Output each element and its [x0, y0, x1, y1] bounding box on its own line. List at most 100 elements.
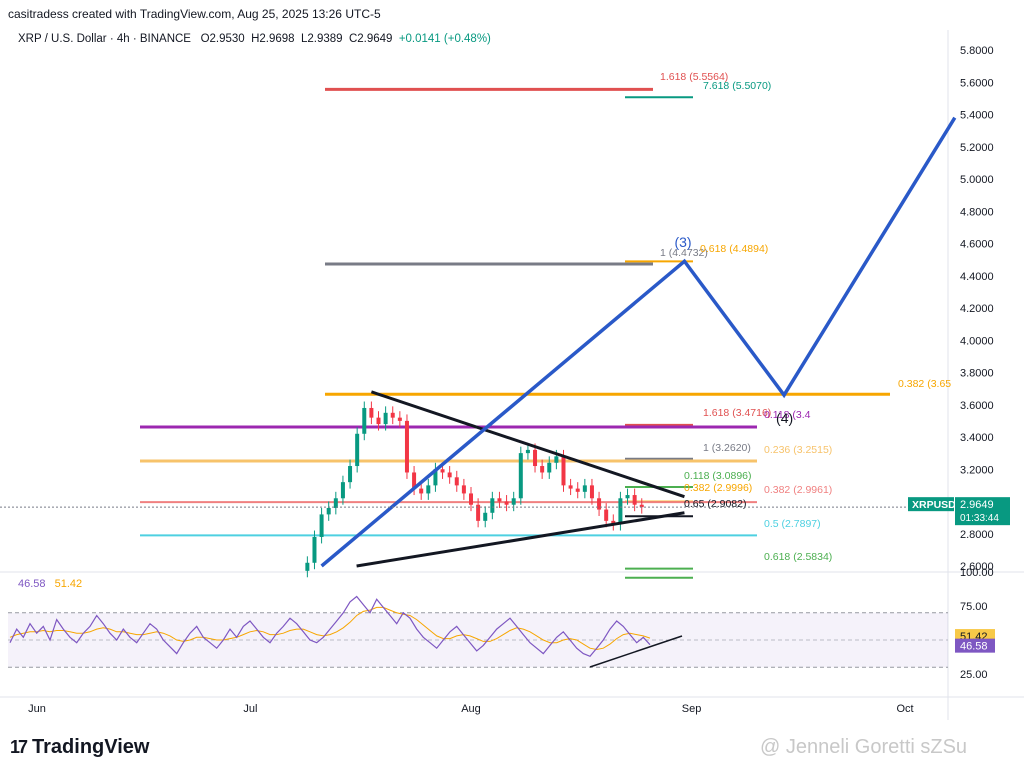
- watermark: @ Jenneli Goretti sZSu: [760, 736, 968, 758]
- tradingview-logo-icon: 17: [10, 737, 28, 757]
- tradingview-brand[interactable]: 17 TradingView: [10, 736, 149, 759]
- symbol-tag-label: XRPUSD: [912, 499, 956, 511]
- wave-label-3: (3): [674, 234, 691, 250]
- candle-body: [540, 466, 545, 473]
- price-tick-label: 5.2000: [960, 142, 994, 154]
- time-tick-label: Oct: [896, 703, 913, 715]
- fib-level-label: 0.618 (2.5834): [764, 551, 832, 563]
- price-tick-label: 2.8000: [960, 529, 994, 541]
- open-value: O2.9530: [200, 33, 245, 45]
- candle-body: [369, 407, 374, 418]
- rsi-line: [9, 595, 651, 658]
- candle-body: [533, 449, 538, 467]
- candle-body: [426, 485, 431, 494]
- candle-body: [440, 469, 445, 473]
- triangle-upper-line: [370, 390, 685, 499]
- candle-body: [397, 417, 402, 421]
- candle-body: [618, 498, 623, 525]
- candle-body: [404, 420, 409, 473]
- price-tick-label: 5.0000: [960, 174, 994, 186]
- candle-body: [454, 477, 459, 486]
- candle-body: [326, 507, 331, 515]
- price-tag-bg: [955, 497, 1010, 526]
- candle-body: [447, 472, 452, 478]
- fib-level-label: 1 (4.4732): [660, 247, 708, 259]
- rsi-tag-bg: [955, 638, 995, 653]
- low-value: L2.9389: [300, 33, 343, 45]
- candle-body: [312, 536, 317, 563]
- chart-credit: casitradess created with TradingView.com…: [8, 7, 381, 21]
- rsi-legend[interactable]: 46.58 51.42: [18, 578, 82, 590]
- symbol-name[interactable]: XRP / U.S. Dollar · 4h · BINANCE: [18, 33, 191, 45]
- price-tick-label: 4.4000: [960, 271, 994, 283]
- time-tick-label: Aug: [461, 703, 481, 715]
- candle-body: [476, 504, 481, 521]
- candle-body: [518, 453, 523, 499]
- time-tick-label: Jun: [28, 703, 46, 715]
- candle-body: [433, 469, 438, 486]
- price-tick-label: 5.4000: [960, 110, 994, 122]
- price-tick-label: 3.4000: [960, 432, 994, 444]
- price-tick-label: 2.6000: [960, 561, 994, 573]
- price-tag-value: 2.9649: [960, 499, 994, 511]
- candle-body: [582, 485, 587, 492]
- price-tick-label: 4.6000: [960, 239, 994, 251]
- price-tick-label: 4.0000: [960, 335, 994, 347]
- price-tick-label: 5.8000: [960, 45, 994, 57]
- candle-body: [390, 412, 395, 418]
- rsi-value: 46.58: [18, 578, 46, 590]
- fib-level-label: 0.382 (2.9961): [764, 484, 832, 496]
- fib-level-label: 0.5 (2.7897): [764, 518, 821, 530]
- candle-body: [362, 407, 367, 434]
- candle-body: [419, 488, 424, 494]
- candle-body: [611, 520, 616, 525]
- fib-level-label: 1.618 (3.4716): [703, 407, 771, 419]
- time-tick-label: Jul: [243, 703, 257, 715]
- candle-body: [355, 433, 360, 467]
- price-tick-label: 3.6000: [960, 400, 994, 412]
- candle-body: [469, 493, 473, 505]
- high-value: H2.9698: [251, 33, 295, 45]
- rsi-tick-label: 100.00: [960, 567, 994, 579]
- triangle-lower-line: [356, 511, 685, 568]
- candle-body: [561, 456, 566, 486]
- rsi-ma-value: 51.42: [54, 578, 83, 590]
- candle-body: [589, 485, 594, 499]
- fib-level-label: 0.65 (2.9082): [684, 498, 746, 510]
- close-value: C2.9649: [348, 33, 393, 45]
- candle-body: [575, 488, 580, 492]
- candle-body: [340, 482, 345, 499]
- symbol-tag-bg: [908, 497, 954, 512]
- fib-level-label: 1 (3.2620): [703, 442, 751, 454]
- candle-body: [383, 412, 388, 425]
- candle-body: [305, 562, 310, 571]
- candle-body: [554, 456, 559, 463]
- candle-body: [639, 504, 644, 508]
- candle-body: [504, 501, 509, 505]
- candle-body: [412, 472, 417, 489]
- price-tick-label: 4.8000: [960, 206, 994, 218]
- rsi-ma-line: [9, 606, 651, 651]
- fib-level-label: 0.382 (2.9996): [684, 482, 752, 494]
- candle-body: [483, 512, 488, 521]
- price-tick-label: 3.8000: [960, 368, 994, 380]
- candle-body: [597, 498, 602, 510]
- price-tag-countdown: 01:33:44: [960, 513, 999, 524]
- candle-body: [461, 485, 466, 494]
- fib-level-label: 0.118 (3.0896): [684, 470, 752, 482]
- candle-body: [625, 495, 630, 499]
- fib-level-label: 1.618 (5.5564): [660, 71, 728, 83]
- fib-level-label: 0.382 (3.65: [898, 378, 951, 390]
- candle-body: [497, 498, 502, 502]
- candle-body: [376, 417, 381, 425]
- price-tick-label: 5.6000: [960, 77, 994, 89]
- fib-level-label: 0.618 (4.4894): [700, 243, 768, 255]
- candle-body: [525, 449, 530, 454]
- candle-body: [490, 498, 495, 513]
- price-tick-label: 3.2000: [960, 464, 994, 476]
- candle-body: [604, 509, 609, 521]
- symbol-legend: XRP / U.S. Dollar · 4h · BINANCE O2.9530…: [18, 33, 491, 45]
- fib-level-label: 0.236 (3.2515): [764, 444, 832, 456]
- candle-body: [511, 498, 516, 505]
